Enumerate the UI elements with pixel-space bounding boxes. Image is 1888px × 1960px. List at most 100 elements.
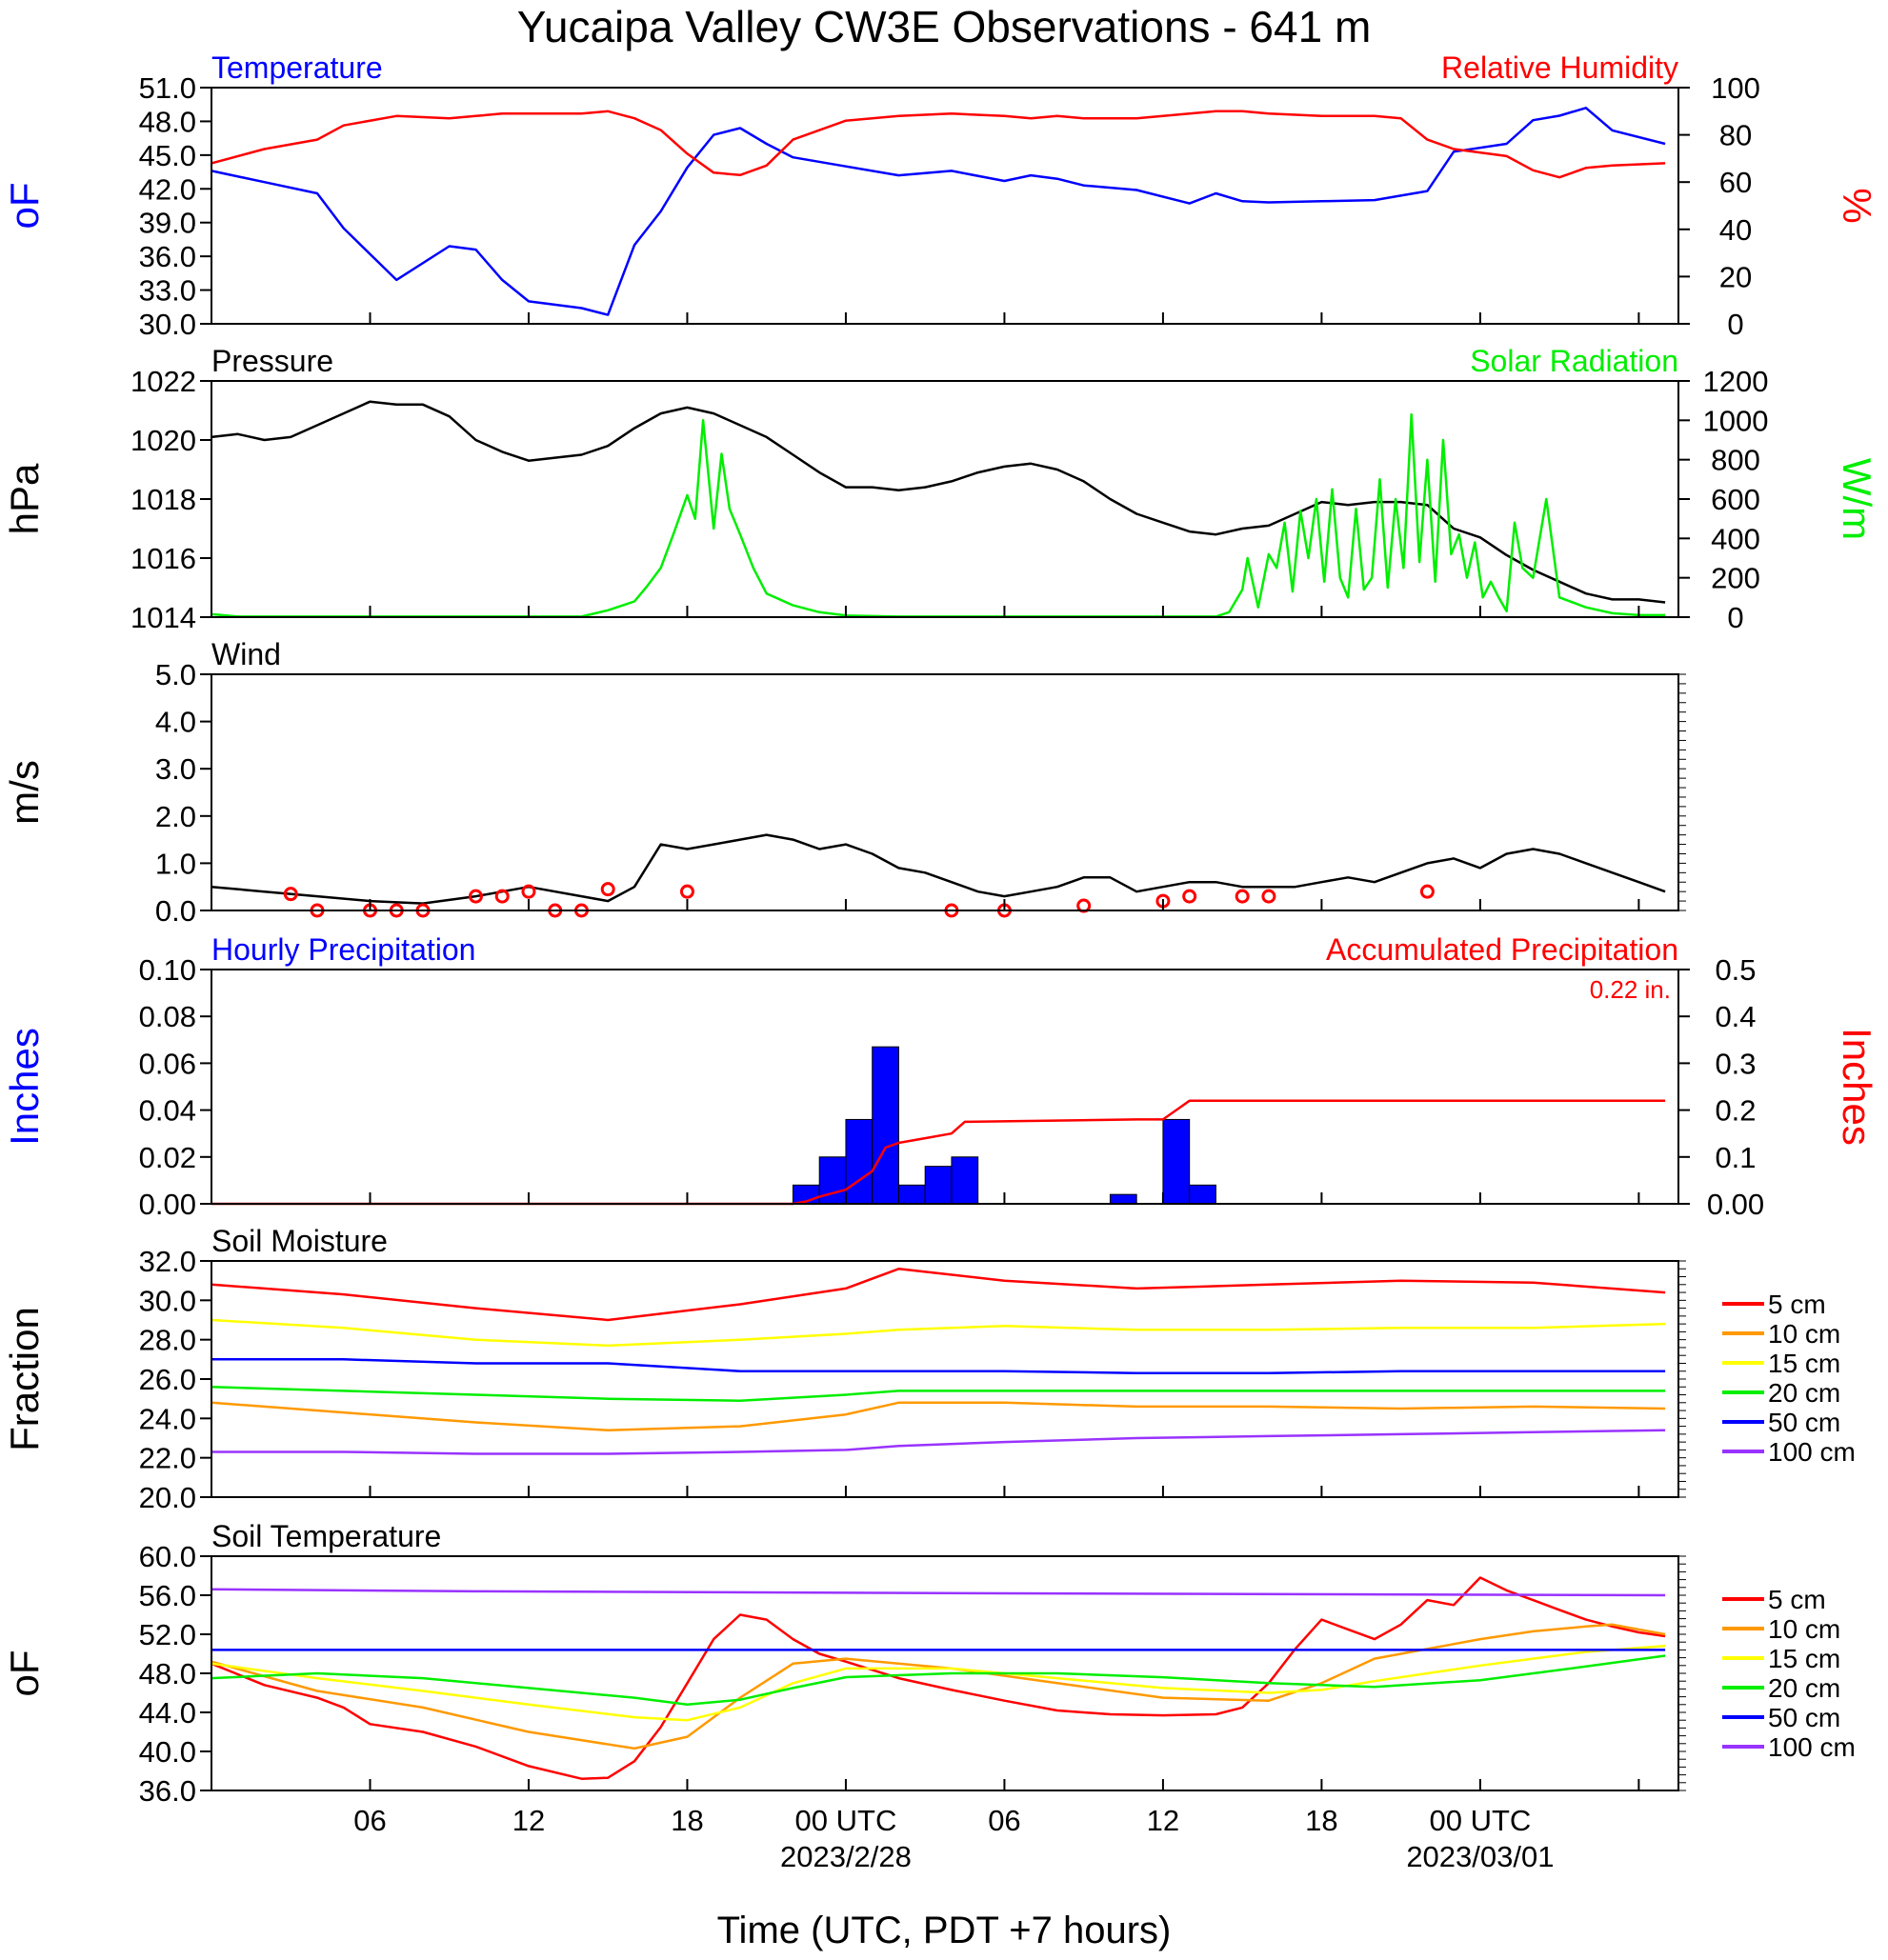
y-axis-label: Fraction (2, 1307, 47, 1451)
y-tick-label-right: 200 (1711, 562, 1760, 595)
series-line-solar-radiation (211, 412, 1666, 618)
y-tick-label: 2.0 (155, 800, 196, 833)
series-line-5-cm (211, 1268, 1666, 1322)
y-tick-label-right: 0.2 (1715, 1094, 1756, 1128)
y-tick-label: 22.0 (139, 1442, 196, 1475)
y-tick-label: 1018 (131, 483, 196, 516)
y-tick-label-right: 80 (1719, 119, 1752, 152)
y-tick-label: 48.0 (139, 1657, 196, 1690)
panels-group: 30.033.036.039.042.045.048.051.002040608… (2, 50, 1879, 1873)
wind-calm-marker (600, 882, 615, 897)
legend-label: 100 cm (1768, 1732, 1856, 1762)
y-tick-label-right: 0.4 (1715, 1000, 1756, 1033)
y-tick-label: 3.0 (155, 752, 196, 786)
y-tick-label: 48.0 (139, 105, 196, 138)
y-tick-label-right: 0 (1727, 601, 1743, 634)
legend-label: 5 cm (1768, 1585, 1826, 1614)
y-tick-label-right: 20 (1719, 260, 1752, 293)
series-line-20-cm (211, 1654, 1666, 1707)
wind-calm-marker (1261, 889, 1276, 904)
panel-right-title: Solar Radiation (1470, 344, 1678, 378)
precip-bar (924, 1166, 953, 1205)
y-tick-label-right: 0.1 (1715, 1141, 1756, 1174)
y-axis-label: oF (2, 182, 47, 229)
y-tick-label: 32.0 (139, 1245, 196, 1278)
y-tick-label-right: 60 (1719, 166, 1752, 199)
y-tick-label: 0.00 (139, 1188, 196, 1221)
panel-left-title: Pressure (211, 344, 333, 378)
y-tick-label: 39.0 (139, 207, 196, 240)
series-line-10-cm (211, 1623, 1666, 1750)
y-tick-label: 52.0 (139, 1618, 196, 1651)
y-tick-label-right: 0.00 (1707, 1188, 1764, 1221)
wind-calm-marker (494, 889, 510, 904)
series-line-accumulated-precipitation (211, 1099, 1666, 1206)
y-tick-label: 42.0 (139, 172, 196, 206)
panel-frame (211, 969, 1679, 1205)
y-tick-label: 1.0 (155, 847, 196, 880)
legend-label: 50 cm (1768, 1408, 1840, 1437)
x-tick-label: 00 UTC (795, 1804, 897, 1837)
y-axis-label-right: Inches (1835, 1028, 1879, 1146)
legend-label: 10 cm (1768, 1319, 1840, 1349)
panel-left-title: Temperature (211, 50, 383, 85)
y-tick-label: 45.0 (139, 139, 196, 172)
panel-left-title: Soil Temperature (211, 1519, 441, 1553)
x-tick-label: 00 UTC (1429, 1804, 1531, 1837)
y-tick-label-right: 0 (1727, 308, 1743, 341)
series-line-50-cm (211, 1358, 1666, 1375)
y-tick-label: 28.0 (139, 1324, 196, 1357)
legend-label: 50 cm (1768, 1703, 1840, 1732)
y-tick-label: 0.04 (139, 1094, 196, 1128)
y-tick-label: 20.0 (139, 1481, 196, 1514)
wind-calm-marker (1419, 884, 1435, 899)
y-tick-label: 1022 (131, 365, 196, 398)
y-axis-label-right: W/m (1835, 458, 1879, 540)
x-tick-label: 12 (512, 1804, 545, 1837)
accumulated-precip-total: 0.22 in. (1590, 975, 1671, 1004)
x-tick-label: 18 (671, 1804, 703, 1837)
x-tick-label: 06 (988, 1804, 1020, 1837)
precip-bar (951, 1156, 979, 1205)
legend-label: 100 cm (1768, 1437, 1856, 1467)
y-tick-label: 1020 (131, 424, 196, 457)
precip-bar (845, 1118, 874, 1205)
wind-calm-marker (1076, 898, 1092, 913)
panel-left-title: Soil Moisture (211, 1224, 388, 1258)
y-tick-label-right: 100 (1711, 71, 1760, 105)
precip-bar (1162, 1118, 1191, 1205)
y-tick-label: 30.0 (139, 308, 196, 341)
series-line-100-cm (211, 1429, 1666, 1455)
panel-frame (211, 1260, 1679, 1498)
y-axis-label-right: % (1835, 188, 1879, 223)
precip-bar (872, 1046, 899, 1205)
x-tick-label: 06 (353, 1804, 386, 1837)
legend-label: 20 cm (1768, 1378, 1840, 1408)
y-tick-label-right: 1200 (1703, 365, 1769, 398)
precip-bar (1189, 1184, 1216, 1205)
series-line-5-cm (211, 1576, 1666, 1780)
y-tick-label: 44.0 (139, 1696, 196, 1730)
legend-label: 10 cm (1768, 1614, 1840, 1644)
series-line-15-cm (211, 1318, 1666, 1348)
y-tick-label: 0.10 (139, 953, 196, 987)
series-line-temperature (211, 107, 1666, 316)
y-tick-label: 0.08 (139, 1000, 196, 1033)
wind-calm-marker (521, 884, 536, 899)
series-line-20-cm (211, 1386, 1666, 1402)
series-line-wind (211, 833, 1666, 905)
y-tick-label-right: 800 (1711, 444, 1760, 477)
panel-left-title: Hourly Precipitation (211, 932, 475, 967)
panel-frame (211, 380, 1679, 618)
y-tick-label: 30.0 (139, 1284, 196, 1317)
x-tick-label: 18 (1305, 1804, 1337, 1837)
y-tick-label: 1014 (131, 601, 196, 634)
panel-right-title: Relative Humidity (1441, 50, 1678, 85)
panel-left-title: Wind (211, 637, 281, 671)
x-tick-label: 12 (1147, 1804, 1179, 1837)
wind-calm-marker (1182, 889, 1197, 904)
y-tick-label: 0.02 (139, 1141, 196, 1174)
y-tick-label: 0.0 (155, 894, 196, 928)
wind-calm-marker (679, 884, 694, 899)
